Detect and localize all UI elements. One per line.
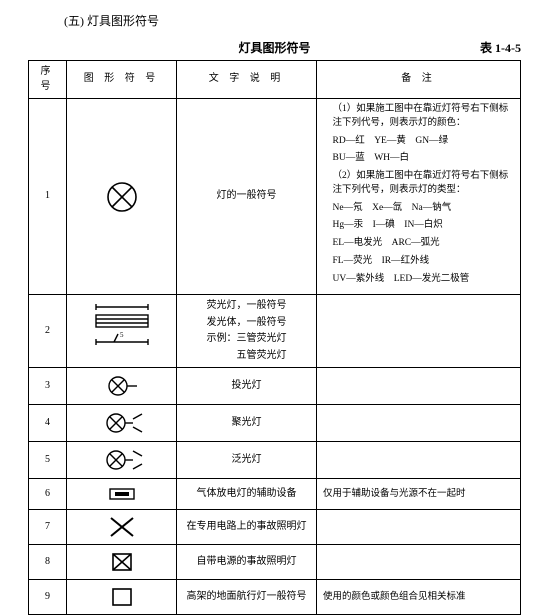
cell-desc: 泛光灯 [177, 442, 317, 479]
table-row: 4 聚光灯 [29, 405, 521, 442]
table-row: 6 气体放电灯的辅助设备 仅用于辅助设备与光源不在一起时 [29, 479, 521, 510]
emergency-light-self-icon [107, 549, 137, 575]
cell-desc: 聚光灯 [177, 405, 317, 442]
cell-note [317, 295, 521, 368]
table-title: 灯具图形符号 [192, 39, 356, 56]
cell-num: 1 [29, 99, 67, 295]
note-text: BU—蓝 WH—白 [333, 152, 515, 166]
cell-note [317, 442, 521, 479]
table-header-row: 序 号 图 形 符 号 文 字 说 明 备 注 [29, 61, 521, 99]
desc-text: 荧光灯，一般符号 [207, 299, 287, 314]
cell-symbol [67, 580, 177, 615]
hdr-symbol: 图 形 符 号 [67, 61, 177, 99]
cell-note [317, 545, 521, 580]
symbol-table: 序 号 图 形 符 号 文 字 说 明 备 注 1 灯的一般符号 [28, 60, 521, 615]
cell-desc: 投光灯 [177, 368, 317, 405]
cell-symbol [67, 405, 177, 442]
cell-note [317, 368, 521, 405]
projector-light-icon [102, 372, 142, 400]
cell-desc: 高架的地面航行灯一般符号 [177, 580, 317, 615]
cell-symbol [67, 99, 177, 295]
cell-note: 仅用于辅助设备与光源不在一起时 [317, 479, 521, 510]
table-row: 5 泛光灯 [29, 442, 521, 479]
desc-text: 示例：三管荧光灯 [207, 332, 287, 347]
cell-symbol [67, 479, 177, 510]
table-title-row: 灯具图形符号 表 1-4-5 [28, 39, 521, 56]
hdr-num: 序 号 [29, 61, 67, 99]
cell-num: 7 [29, 510, 67, 545]
page: (五) 灯具图形符号 灯具图形符号 表 1-4-5 序 号 图 形 符 号 文 … [0, 0, 549, 615]
desc-text: 发光体，一般符号 [207, 316, 287, 331]
note-text: FL—荧光 IR—红外线 [333, 255, 515, 269]
table-row: 1 灯的一般符号 （1）如果施工图中在靠近灯符号右下侧标注下列代号，则表示灯的颜… [29, 99, 521, 295]
cell-note [317, 405, 521, 442]
cell-desc: 在专用电路上的事故照明灯 [177, 510, 317, 545]
hdr-note: 备 注 [317, 61, 521, 99]
table-ref: 表 1-4-5 [357, 39, 521, 56]
cell-note [317, 510, 521, 545]
cell-desc: 气体放电灯的辅助设备 [177, 479, 317, 510]
cell-desc: 灯的一般符号 [177, 99, 317, 295]
spotlight-icon [98, 409, 146, 437]
cell-symbol [67, 545, 177, 580]
table-row: 7 在专用电路上的事故照明灯 [29, 510, 521, 545]
cell-num: 8 [29, 545, 67, 580]
cell-symbol [67, 368, 177, 405]
note-text: UV—紫外线 LED—发光二极管 [333, 273, 515, 287]
note-text: Hg—汞 I—碘 IN—白炽 [333, 219, 515, 233]
cell-symbol [67, 510, 177, 545]
fluorescent-icon: 5 [82, 301, 162, 361]
cell-note: （1）如果施工图中在靠近灯符号右下侧标注下列代号，则表示灯的颜色： RD—红 Y… [317, 99, 521, 295]
section-heading: (五) 灯具图形符号 [64, 12, 521, 29]
elevated-nav-light-icon [107, 584, 137, 610]
cell-num: 4 [29, 405, 67, 442]
note-text: （1）如果施工图中在靠近灯符号右下侧标注下列代号，则表示灯的颜色： [333, 103, 515, 131]
cell-num: 9 [29, 580, 67, 615]
cell-desc: 自带电源的事故照明灯 [177, 545, 317, 580]
cell-note: 使用的颜色或颜色组合见相关标准 [317, 580, 521, 615]
hdr-desc: 文 字 说 明 [177, 61, 317, 99]
table-row: 2 5 [29, 295, 521, 368]
note-text: RD—红 YE—黄 GN—绿 [333, 135, 515, 149]
table-row: 9 高架的地面航行灯一般符号 使用的颜色或颜色组合见相关标准 [29, 580, 521, 615]
cell-num: 5 [29, 442, 67, 479]
symbol-annot: 5 [120, 331, 124, 339]
cell-num: 6 [29, 479, 67, 510]
desc-text: 五管荧光灯 [207, 349, 287, 364]
cell-num: 3 [29, 368, 67, 405]
auxiliary-device-icon [102, 483, 142, 505]
table-row: 3 投光灯 [29, 368, 521, 405]
cell-symbol: 5 [67, 295, 177, 368]
cell-desc: 荧光灯，一般符号 发光体，一般符号 示例：三管荧光灯 五管荧光灯 [177, 295, 317, 368]
lamp-general-icon [99, 174, 145, 220]
table-row: 8 自带电源的事故照明灯 [29, 545, 521, 580]
cell-num: 2 [29, 295, 67, 368]
note-text: Ne—氖 Xe—氙 Na—钠气 [333, 202, 515, 216]
note-text: （2）如果施工图中在靠近灯符号右下侧标注下列代号，则表示灯的类型： [333, 170, 515, 198]
floodlight-icon [98, 446, 146, 474]
cell-symbol [67, 442, 177, 479]
note-text: EL—电发光 ARC—弧光 [333, 237, 515, 251]
emergency-light-circuit-icon [107, 514, 137, 540]
